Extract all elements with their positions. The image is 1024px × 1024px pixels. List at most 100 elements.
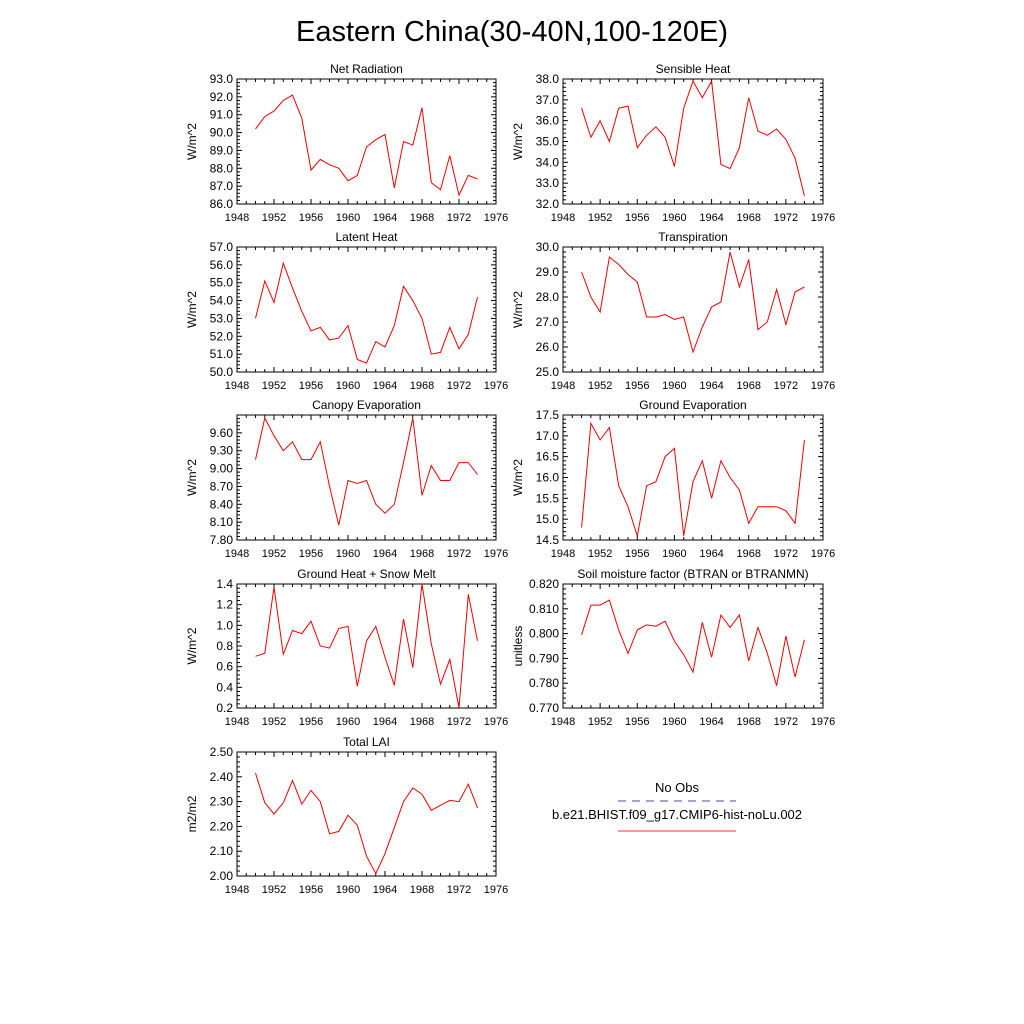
plot-frame bbox=[562, 414, 824, 541]
x-tick-label: 1972 bbox=[447, 716, 471, 728]
y-tick-label: 90.0 bbox=[210, 126, 234, 140]
panel-title: Canopy Evaporation bbox=[312, 398, 421, 412]
y-axis-label: W/m^2 bbox=[185, 627, 199, 664]
x-tick-label: 1952 bbox=[262, 212, 286, 224]
y-tick-label: 91.0 bbox=[210, 108, 234, 122]
x-tick-label: 1972 bbox=[447, 212, 471, 224]
x-tick-label: 1960 bbox=[662, 716, 686, 728]
panel-soil-moisture-factor-btran-or-btranmn: Soil moisture factor (BTRAN or BTRANMN) u… bbox=[511, 567, 835, 728]
x-tick-label: 1964 bbox=[373, 884, 397, 896]
y-tick-label: 0.780 bbox=[529, 676, 559, 690]
y-tick-label: 14.5 bbox=[536, 533, 560, 547]
y-tick-label: 38.0 bbox=[536, 72, 560, 86]
series-line bbox=[255, 772, 478, 875]
series-line bbox=[255, 94, 478, 197]
y-tick-label: 1.0 bbox=[216, 618, 233, 632]
panel-title: Soil moisture factor (BTRAN or BTRANMN) bbox=[577, 567, 808, 581]
y-axis-label: W/m^2 bbox=[511, 459, 525, 496]
y-tick-label: 17.0 bbox=[536, 429, 560, 443]
panel-ground-evaporation: Ground Evaporation W/m^2 1948 1952 1956 1960 1… bbox=[511, 398, 835, 560]
y-tick-label: 53.0 bbox=[210, 311, 234, 325]
plot-frame bbox=[236, 246, 497, 373]
x-tick-label: 1968 bbox=[736, 548, 760, 560]
x-tick-label: 1972 bbox=[447, 884, 471, 896]
y-tick-label: 0.790 bbox=[529, 651, 559, 665]
y-tick-label: 36.0 bbox=[536, 114, 560, 128]
x-tick-label: 1948 bbox=[225, 212, 249, 224]
y-axis-label: W/m^2 bbox=[185, 459, 199, 496]
x-tick-label: 1956 bbox=[625, 716, 649, 728]
y-tick-label: 26.0 bbox=[536, 340, 560, 354]
y-tick-label: 2.00 bbox=[210, 869, 234, 883]
x-tick-label: 1952 bbox=[588, 380, 612, 392]
y-tick-label: 0.810 bbox=[529, 602, 559, 616]
y-tick-label: 55.0 bbox=[210, 276, 234, 290]
panel-title: Ground Evaporation bbox=[639, 398, 746, 412]
y-tick-label: 54.0 bbox=[210, 294, 234, 308]
y-tick-label: 37.0 bbox=[536, 93, 560, 107]
y-tick-label: 34.0 bbox=[536, 155, 560, 169]
series-line bbox=[255, 261, 478, 364]
x-tick-label: 1968 bbox=[736, 716, 760, 728]
x-tick-label: 1968 bbox=[410, 884, 434, 896]
x-tick-label: 1976 bbox=[811, 212, 835, 224]
x-tick-label: 1956 bbox=[625, 380, 649, 392]
x-tick-label: 1960 bbox=[662, 212, 686, 224]
y-tick-label: 16.5 bbox=[536, 450, 560, 464]
x-tick-label: 1964 bbox=[699, 212, 723, 224]
x-tick-label: 1960 bbox=[662, 548, 686, 560]
x-tick-label: 1956 bbox=[299, 548, 323, 560]
x-tick-label: 1964 bbox=[373, 212, 397, 224]
panel-title: Transpiration bbox=[658, 230, 728, 244]
x-tick-label: 1972 bbox=[774, 380, 798, 392]
y-tick-label: 86.0 bbox=[210, 197, 234, 211]
y-tick-label: 2.20 bbox=[210, 819, 234, 833]
y-tick-label: 16.0 bbox=[536, 471, 560, 485]
x-tick-label: 1956 bbox=[625, 212, 649, 224]
panel-canopy-evaporation: Canopy Evaporation W/m^2 1948 1952 1956 1960 1… bbox=[185, 398, 508, 560]
y-tick-label: 2.10 bbox=[210, 844, 234, 858]
y-axis-label: W/m^2 bbox=[511, 123, 525, 160]
y-tick-label: 89.0 bbox=[210, 143, 234, 157]
y-tick-label: 32.0 bbox=[536, 197, 560, 211]
y-axis-label: W/m^2 bbox=[185, 291, 199, 328]
x-tick-label: 1976 bbox=[484, 380, 508, 392]
y-tick-label: 87.0 bbox=[210, 179, 234, 193]
y-tick-label: 52.0 bbox=[210, 329, 234, 343]
legend-label-model-run: b.e21.BHIST.f09_g17.CMIP6-hist-noLu.002 bbox=[552, 807, 802, 822]
x-tick-label: 1976 bbox=[484, 548, 508, 560]
x-tick-label: 1956 bbox=[625, 548, 649, 560]
x-tick-label: 1948 bbox=[551, 380, 575, 392]
x-tick-label: 1952 bbox=[262, 884, 286, 896]
y-tick-label: 93.0 bbox=[210, 72, 234, 86]
y-axis-label: unitless bbox=[511, 626, 525, 667]
x-tick-label: 1952 bbox=[588, 716, 612, 728]
x-tick-label: 1960 bbox=[336, 380, 360, 392]
y-tick-label: 33.0 bbox=[536, 176, 560, 190]
y-tick-label: 57.0 bbox=[210, 240, 234, 254]
panel-latent-heat: Latent Heat W/m^2 1948 1952 1956 1960 1964 1968… bbox=[185, 230, 508, 392]
y-tick-label: 56.0 bbox=[210, 258, 234, 272]
series-line bbox=[581, 79, 805, 196]
x-tick-label: 1976 bbox=[484, 884, 508, 896]
x-tick-label: 1960 bbox=[336, 716, 360, 728]
panel-title: Ground Heat + Snow Melt bbox=[297, 567, 436, 581]
y-tick-label: 0.8 bbox=[216, 639, 233, 653]
x-tick-label: 1968 bbox=[736, 212, 760, 224]
panel-title: Total LAI bbox=[343, 735, 390, 749]
x-tick-label: 1976 bbox=[811, 380, 835, 392]
y-tick-label: 0.770 bbox=[529, 701, 559, 715]
y-axis-label: W/m^2 bbox=[185, 123, 199, 160]
x-tick-label: 1956 bbox=[299, 212, 323, 224]
x-tick-label: 1948 bbox=[551, 212, 575, 224]
chart-panels: Net Radiation W/m^2 1948 1952 1956 1960 1964 19… bbox=[185, 62, 835, 896]
x-tick-label: 1952 bbox=[588, 212, 612, 224]
y-tick-label: 17.5 bbox=[536, 408, 560, 422]
y-axis-label: W/m^2 bbox=[511, 291, 525, 328]
x-tick-label: 1976 bbox=[484, 716, 508, 728]
y-tick-label: 30.0 bbox=[536, 240, 560, 254]
y-tick-label: 0.4 bbox=[216, 680, 233, 694]
y-tick-label: 25.0 bbox=[536, 365, 560, 379]
x-tick-label: 1960 bbox=[336, 212, 360, 224]
x-tick-label: 1964 bbox=[373, 548, 397, 560]
